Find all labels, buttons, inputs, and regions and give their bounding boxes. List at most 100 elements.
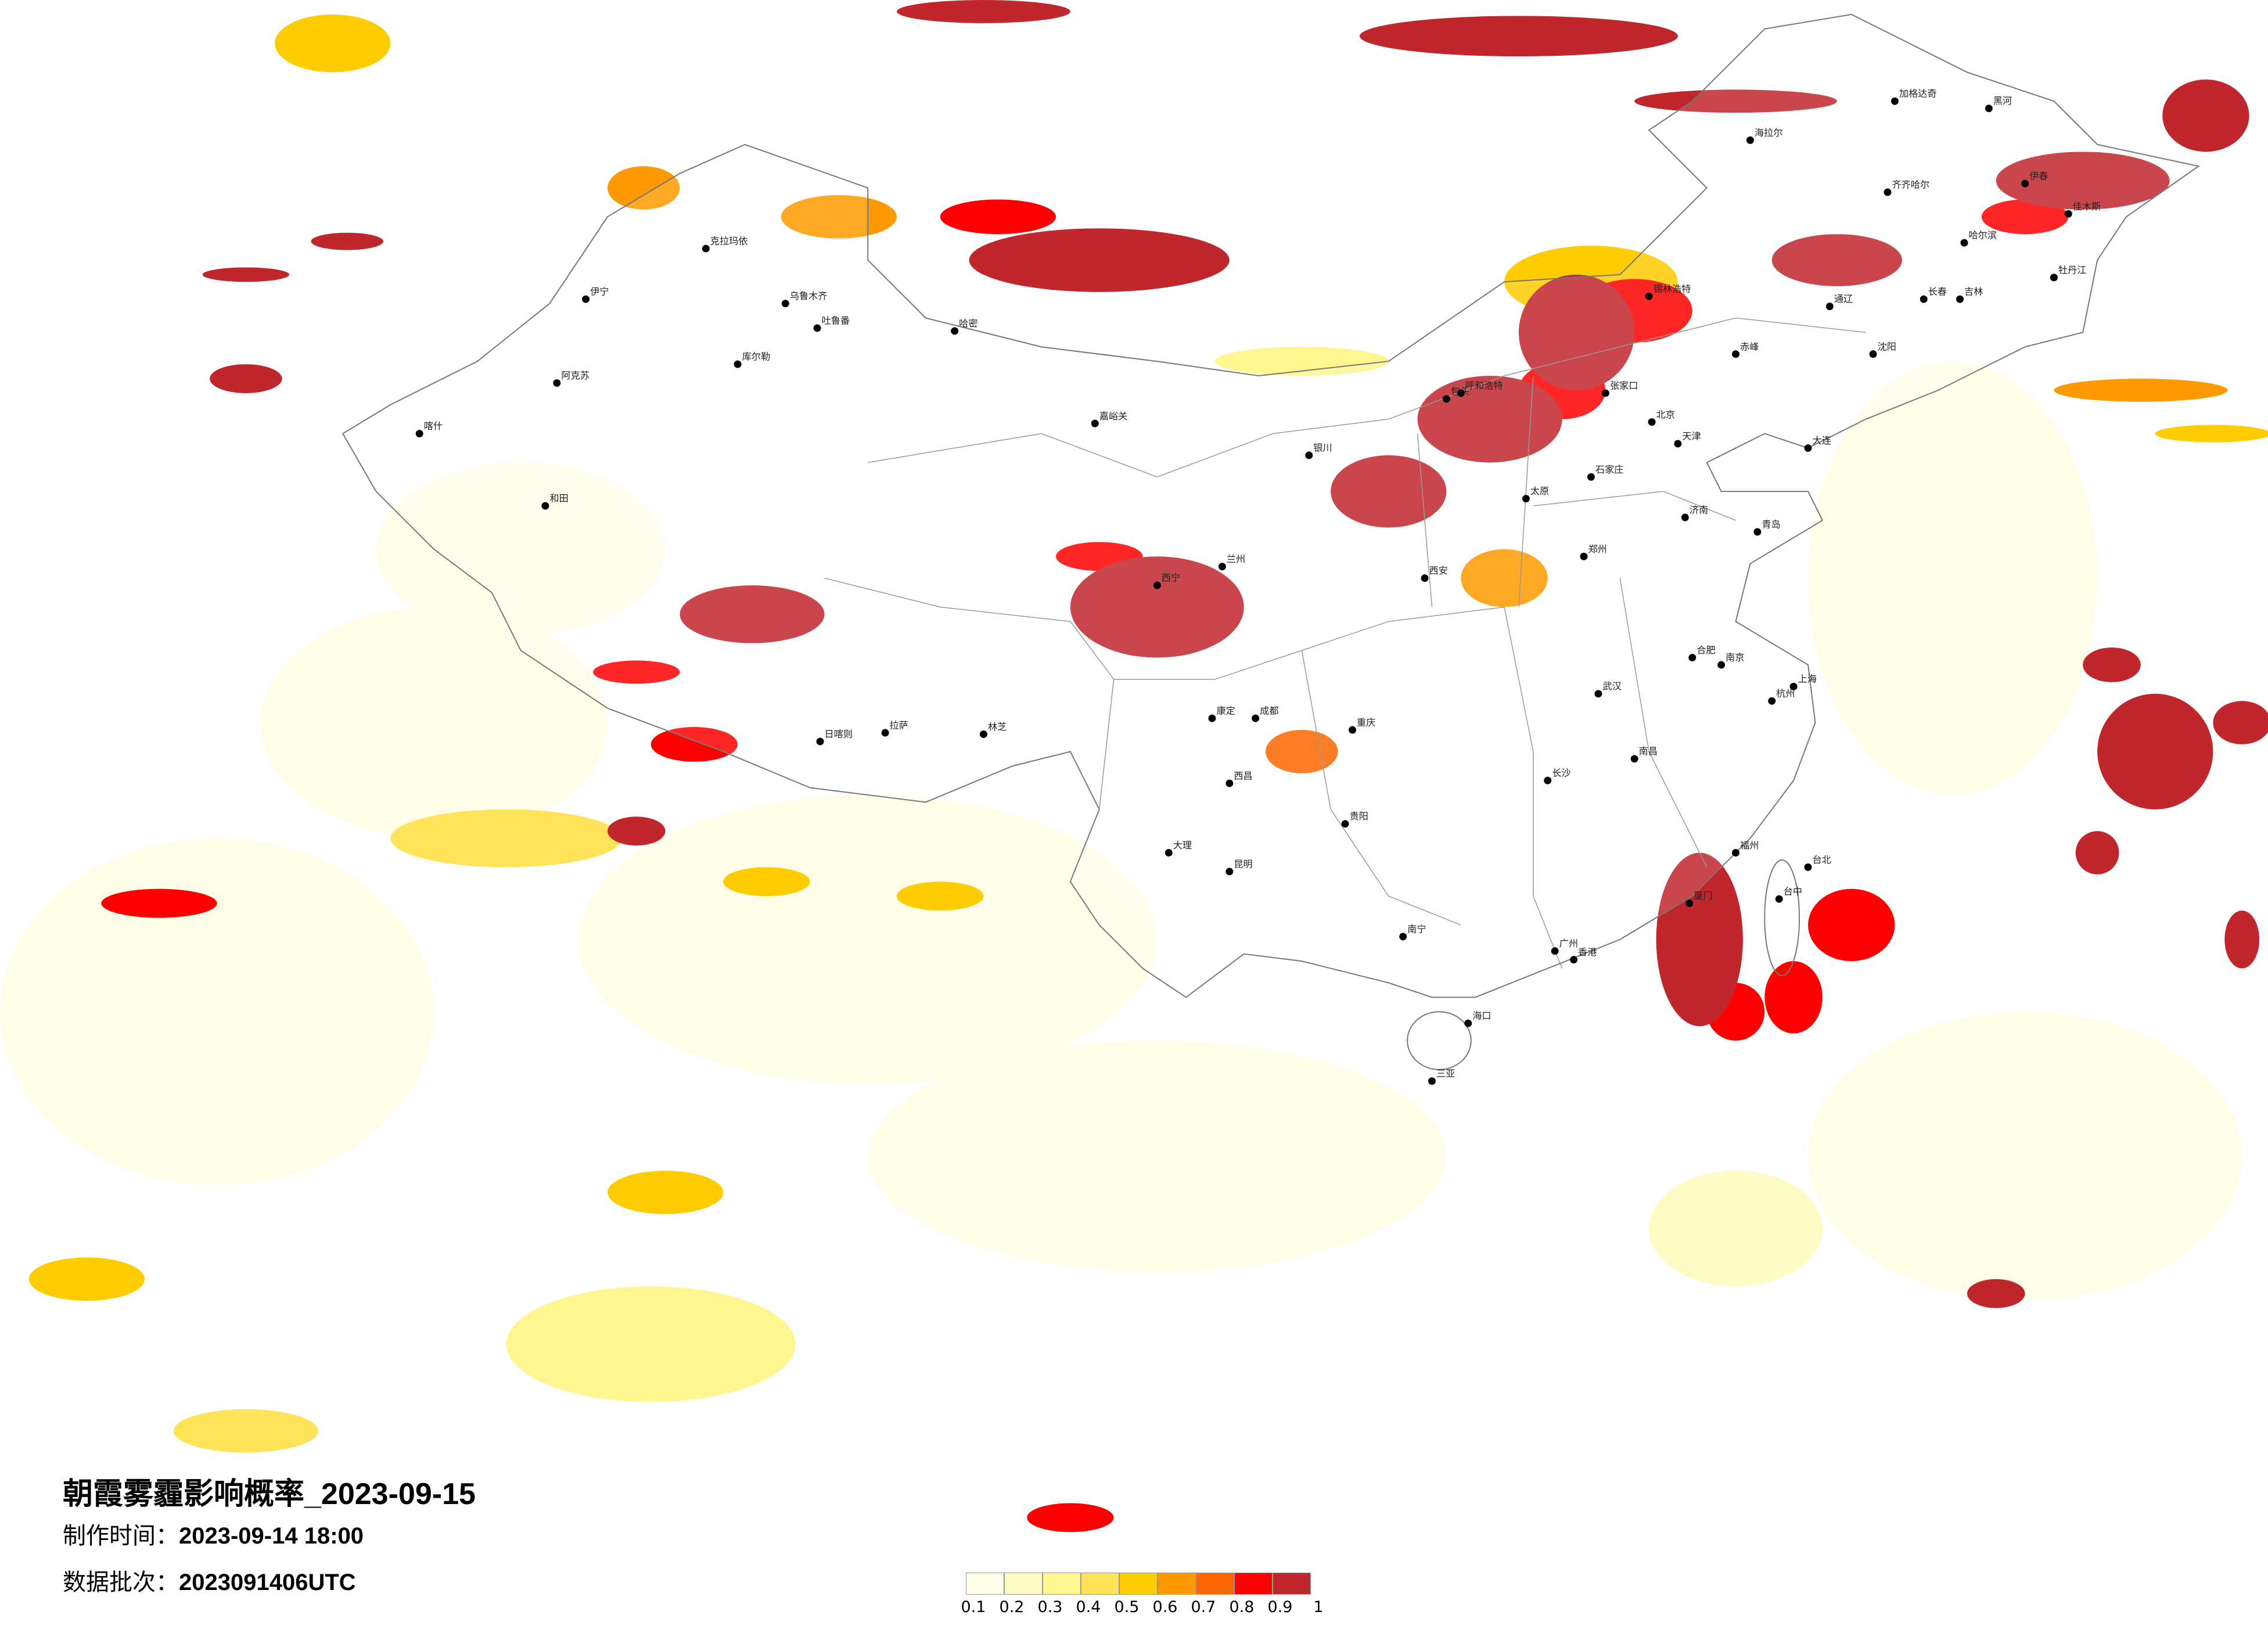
city-label: 呼和浩特 (1465, 380, 1503, 391)
city-label: 台中 (1784, 886, 1802, 897)
city-marker: 贵阳 (1341, 811, 1368, 828)
city-dot (1804, 444, 1812, 452)
city-dot (1570, 956, 1578, 964)
city-dot (881, 729, 889, 737)
city-label: 赤峰 (1740, 341, 1759, 352)
city-dot (1349, 726, 1357, 734)
city-label: 锡林浩特 (1654, 283, 1691, 294)
city-marker: 上海 (1789, 674, 1817, 690)
city-marker: 呼和浩特 (1457, 380, 1503, 397)
probability-patch (2213, 701, 2268, 744)
probability-patch (1808, 1012, 2242, 1301)
data-batch: 数据批次：2023091406UTC (63, 1563, 356, 1597)
legend-swatch (1119, 1573, 1158, 1595)
city-label: 大理 (1173, 840, 1192, 851)
probability-patch (210, 364, 282, 393)
city-label: 嘉峪关 (1099, 411, 1128, 422)
legend-ticks: 0.1 0.2 0.3 0.4 0.5 0.6 0.7 0.8 0.9 1 (953, 1598, 1324, 1621)
legend-swatch (1043, 1573, 1081, 1595)
city-dot (1869, 350, 1877, 358)
city-label: 牡丹江 (2058, 264, 2087, 275)
city-label: 伊宁 (590, 286, 609, 297)
probability-patch (1266, 729, 1338, 774)
city-label: 阿克苏 (561, 370, 590, 381)
probability-patch (1808, 888, 1895, 962)
legend-swatch (1196, 1573, 1234, 1595)
china-outline (342, 13, 2200, 998)
probability-patch (1417, 376, 1562, 463)
legend-tick: 0.1 (961, 1598, 986, 1616)
city-dot (1789, 682, 1798, 690)
probability-patch (897, 0, 1070, 23)
city-label: 台北 (1813, 854, 1831, 865)
probability-patch (1518, 274, 1635, 390)
probability-patch (202, 267, 290, 282)
probability-patch (723, 867, 810, 897)
production-time-value: 2023-09-14 18:00 (179, 1523, 364, 1549)
city-marker: 伊宁 (582, 286, 609, 303)
taiwan-outline (1764, 859, 1800, 976)
probability-patch (2162, 79, 2249, 152)
probability-patch (1360, 16, 1678, 57)
city-dot (1544, 776, 1552, 785)
city-marker: 海拉尔 (1746, 127, 1782, 144)
heat-layer (0, 0, 2268, 1533)
city-dot (1768, 697, 1776, 705)
city-marker: 通辽 (1825, 293, 1853, 311)
probability-patch (1331, 455, 1447, 528)
city-dot (582, 295, 590, 303)
city-dot (1594, 690, 1602, 698)
city-dot (1341, 820, 1349, 828)
city-dot (1457, 389, 1465, 397)
city-marker: 日喀则 (816, 728, 853, 746)
city-dot (1890, 97, 1899, 105)
probability-patch (1656, 852, 1743, 1027)
city-dot (1428, 1077, 1436, 1085)
data-batch-label: 数据批次： (63, 1570, 179, 1595)
city-marker: 合肥 (1688, 645, 1716, 661)
probability-patch (376, 462, 666, 636)
city-dot (1421, 574, 1429, 582)
city-dot (980, 730, 987, 738)
city-label: 北京 (1656, 409, 1675, 420)
city-dot (415, 430, 423, 438)
city-label: 广州 (1559, 938, 1578, 949)
city-dot (702, 244, 710, 253)
legend-tick: 0.5 (1114, 1598, 1140, 1616)
city-label: 厦门 (1694, 890, 1712, 901)
city-label: 南京 (1726, 652, 1744, 663)
city-label: 哈密 (959, 318, 977, 329)
city-marker: 福州 (1732, 840, 1759, 857)
city-dot (1825, 303, 1834, 311)
city-dot (1601, 389, 1609, 397)
city-label: 拉萨 (890, 720, 908, 731)
probability-patch (1070, 556, 1244, 658)
city-label: 郑州 (1588, 544, 1606, 555)
city-label: 吉林 (1964, 286, 1983, 297)
probability-patch (593, 660, 680, 684)
city-label: 喀什 (424, 420, 443, 431)
legend-swatch (1273, 1573, 1311, 1595)
legend-tick: 0.3 (1037, 1598, 1063, 1616)
city-marker: 喀什 (415, 420, 443, 438)
city-dot (1648, 418, 1656, 426)
city-dot (1164, 848, 1173, 857)
probability-patch (578, 794, 1158, 1084)
city-label: 三亚 (1436, 1068, 1455, 1079)
probability-patch (1981, 199, 2069, 235)
city-dot (1580, 552, 1588, 560)
city-marker: 哈密 (951, 318, 978, 335)
city-dot (1399, 933, 1407, 941)
city-label: 青岛 (1762, 519, 1780, 530)
probability-patch (1808, 361, 2098, 795)
legend-tick: 0.2 (999, 1598, 1025, 1616)
probability-patch (1764, 961, 1823, 1034)
city-label: 香港 (1578, 947, 1597, 958)
city-label: 吐鲁番 (822, 315, 850, 326)
city-marker: 厦门 (1685, 890, 1713, 908)
city-dot (1956, 295, 1964, 303)
city-label: 重庆 (1357, 717, 1375, 728)
probability-patch (1461, 549, 1548, 607)
